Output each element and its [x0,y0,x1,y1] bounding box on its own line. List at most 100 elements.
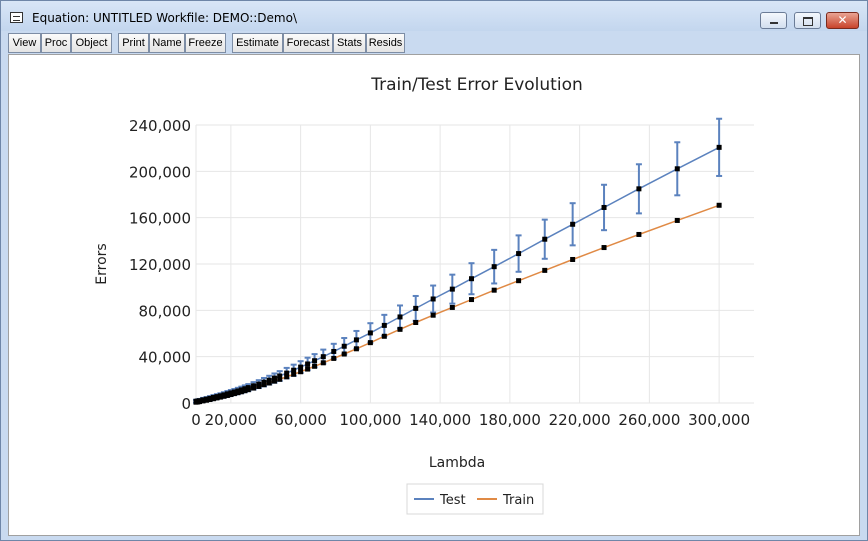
test-point [312,358,318,364]
train-point [261,382,267,388]
x-tick-label: 300,000 [688,411,750,429]
window-menu-icon[interactable] [10,12,23,23]
x-axis-ticks: 0 20,000 60,000 100,000 140,000 180,000 220,00… [191,411,750,429]
test-point [397,314,403,320]
x-axis-label: Lambda [429,455,485,471]
forecast-button[interactable]: Forecast [283,33,333,53]
test-point [320,354,326,360]
train-point [305,366,311,372]
test-point [491,264,497,270]
train-point [716,202,722,208]
train-point [469,297,475,303]
train-point [224,392,230,398]
train-point [256,383,262,389]
maximize-button[interactable] [794,12,821,29]
window-title: Equation: UNTITLED Workfile: DEMO::Demo\ [32,11,297,25]
train-point [217,394,223,400]
freeze-button[interactable]: Freeze [185,33,226,53]
train-point [221,393,227,399]
train-point [235,390,241,396]
test-point [367,330,373,336]
test-point [570,221,576,227]
error-evolution-chart: Train/Test Error Evolution 0 40,000 80,000… [94,75,754,515]
y-tick-label: 40,000 [139,349,192,367]
test-point [716,144,722,150]
object-button[interactable]: Object [71,33,112,53]
train-point [341,351,347,357]
train-point [542,267,548,273]
train-point [238,389,244,395]
y-tick-label: 80,000 [139,302,192,320]
test-point [305,361,311,367]
test-point [298,364,304,370]
train-point [636,231,642,237]
train-point [251,385,257,391]
x-tick-label: 0 [191,411,201,429]
test-point [469,276,475,282]
train-point [271,378,277,384]
equation-toolbar: View Proc Object Print Name Freeze Estim… [8,33,860,53]
train-point [674,217,680,223]
train-point [228,392,234,398]
train-point [214,395,220,401]
resids-button[interactable]: Resids [366,33,405,53]
close-button[interactable]: ✕ [826,12,859,29]
train-point [331,355,337,361]
train-point [242,388,248,394]
test-point [266,377,272,383]
test-point [542,236,548,242]
train-point [284,374,290,380]
close-icon: ✕ [837,13,848,27]
proc-button[interactable]: Proc [41,33,71,53]
test-error-bars [193,117,723,404]
train-point [320,360,326,366]
y-axis-ticks: 0 40,000 80,000 120,000 160,000 200,000 240,00… [129,117,191,413]
train-point [312,363,318,369]
test-point [430,296,436,302]
stats-button[interactable]: Stats [333,33,366,53]
test-point [381,322,387,328]
train-point [210,396,216,402]
train-point [266,380,272,386]
chart-grid [195,124,754,404]
test-point [449,286,455,292]
test-point [291,367,297,373]
test-point [674,166,680,172]
train-point [353,346,359,352]
test-point [261,379,267,385]
x-tick-label: 20,000 [205,411,258,429]
test-point [284,370,290,376]
test-point [353,337,359,343]
x-tick-label: 60,000 [274,411,327,429]
estimate-button[interactable]: Estimate [232,33,283,53]
test-point [277,373,283,379]
minimize-button[interactable] [760,12,787,29]
data-markers [193,144,722,405]
train-point [397,326,403,332]
train-point [245,387,251,393]
y-tick-label: 160,000 [129,210,191,228]
train-point [207,397,213,403]
view-button[interactable]: View [8,33,41,53]
maximize-icon [795,13,820,28]
train-point [570,256,576,262]
train-point [231,391,237,397]
legend-test-label: Test [439,493,466,508]
test-point [331,348,337,354]
train-point [381,333,387,339]
chart-legend: Test Train [406,483,544,515]
y-tick-label: 200,000 [129,163,191,181]
train-point [200,398,206,404]
legend-train-label: Train [502,493,534,508]
train-point [196,399,202,405]
print-button[interactable]: Print [118,33,149,53]
train-point [291,371,297,377]
test-point [516,251,522,257]
train-point [601,245,607,251]
test-point [271,375,277,381]
name-button[interactable]: Name [149,33,185,53]
minimize-icon [761,13,786,28]
test-point [636,186,642,192]
title-bar[interactable]: Equation: UNTITLED Workfile: DEMO::Demo\… [1,1,867,31]
